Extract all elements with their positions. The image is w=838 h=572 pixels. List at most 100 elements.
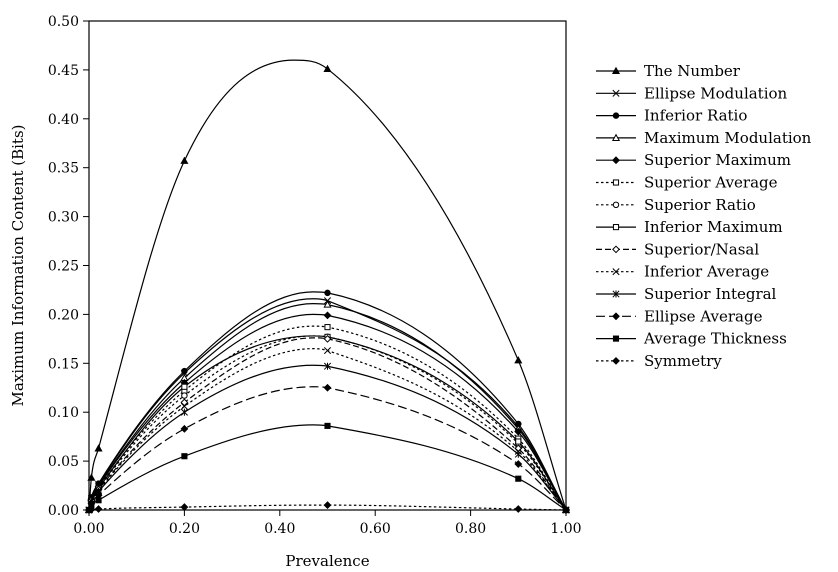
y-tick-label: 0.05 (48, 454, 79, 470)
series-line (88, 504, 567, 511)
marker-filled-diamond (514, 505, 523, 513)
marker-filled-diamond (323, 501, 332, 510)
x-tick-label: 0.40 (264, 521, 295, 537)
marker-star (514, 450, 522, 458)
marker-open-diamond (180, 398, 189, 407)
legend-label: Average Thickness (643, 330, 787, 348)
marker-filled-diamond (612, 312, 620, 321)
y-tick-label: 0.30 (48, 210, 79, 226)
series-line (88, 303, 567, 511)
series-symmetry (85, 501, 570, 514)
marker-filled-diamond (94, 505, 103, 513)
legend-label: Inferior Maximum (644, 218, 783, 236)
chart-series (84, 59, 571, 514)
series-line (88, 59, 567, 511)
marker-filled-diamond (323, 383, 332, 392)
legend-item: Average Thickness (596, 330, 787, 348)
marker-filled-triangle (94, 444, 103, 452)
marker-filled-triangle (180, 156, 189, 164)
marker-x (612, 89, 620, 97)
marker-filled-square (95, 497, 102, 504)
series-line (88, 325, 567, 511)
marker-filled-circle (612, 112, 620, 119)
series-line (88, 313, 567, 511)
marker-filled-diamond (180, 503, 189, 511)
marker-filled-square (324, 422, 331, 429)
marker-x (612, 268, 620, 276)
series-line (88, 424, 567, 511)
y-tick-label: 0.20 (48, 307, 79, 323)
marker-open-square (612, 179, 620, 186)
legend-item: Superior Maximum (596, 151, 791, 169)
marker-open-square (324, 324, 331, 331)
marker-filled-diamond (323, 311, 332, 320)
legend-item: Inferior Average (596, 263, 769, 281)
marker-filled-square (181, 453, 188, 460)
legend-item: Superior/Nasal (596, 240, 759, 258)
marker-filled-diamond (612, 156, 620, 165)
legend-item: Inferior Ratio (596, 107, 747, 125)
series-line (88, 335, 567, 511)
series-line (88, 291, 567, 511)
x-tick-label: 1.00 (550, 521, 581, 537)
chart-legend: The Number Ellipse Modulation Inferior Rat… (596, 62, 812, 370)
legend-label: Inferior Ratio (644, 107, 747, 125)
legend-item: Superior Ratio (596, 196, 756, 214)
marker-open-diamond (612, 245, 620, 254)
marker-x (180, 402, 188, 410)
series-line (88, 386, 567, 511)
x-tick-label: 0.20 (169, 521, 200, 537)
marker-open-square (181, 383, 188, 390)
y-tick-label: 0.10 (48, 405, 79, 421)
x-axis-label: Prevalence (285, 552, 369, 570)
series-line (88, 364, 567, 511)
y-tick-label: 0.25 (48, 259, 79, 275)
legend-item: Ellipse Average (596, 307, 763, 325)
marker-filled-diamond (87, 505, 96, 514)
marker-x (323, 347, 332, 355)
marker-filled-circle (181, 367, 188, 375)
y-tick-label: 0.35 (48, 161, 79, 177)
legend-item: Superior Average (596, 174, 778, 192)
legend-label: Symmetry (644, 352, 722, 370)
marker-star (612, 290, 620, 298)
legend-label: Superior Integral (644, 285, 777, 303)
marker-filled-square (612, 335, 620, 342)
marker-filled-diamond (514, 427, 523, 436)
marker-open-circle (612, 201, 620, 209)
marker-filled-diamond (562, 506, 570, 514)
legend-label: The Number (644, 62, 741, 80)
y-tick-label: 0.15 (48, 356, 79, 372)
marker-open-circle (181, 392, 188, 399)
legend-item: Superior Integral (596, 285, 777, 303)
marker-filled-diamond (612, 356, 620, 365)
chart-axes: 0.00 0.20 0.40 0.60 0.80 1.00 0.00 0.05 0.10 0.15… (48, 14, 582, 537)
series-ellipse-average (85, 383, 570, 514)
legend-item: Ellipse Modulation (596, 84, 788, 102)
legend-label: Superior Ratio (644, 196, 756, 214)
marker-open-square (612, 224, 620, 231)
series-line (88, 298, 567, 511)
legend-label: Ellipse Modulation (644, 84, 788, 102)
legend-label: Ellipse Average (644, 307, 763, 325)
marker-open-square (515, 438, 522, 445)
marker-filled-triangle (87, 473, 96, 481)
series-inferior-average (85, 347, 570, 514)
y-tick-label: 0.50 (48, 14, 79, 30)
legend-label: Maximum Modulation (644, 129, 812, 147)
legend-label: Superior Average (644, 174, 778, 192)
marker-filled-diamond (180, 424, 189, 433)
legend-item: Symmetry (596, 352, 722, 370)
x-tick-label: 0.80 (455, 521, 486, 537)
series-line (88, 337, 567, 511)
marker-filled-triangle (323, 64, 332, 72)
y-axis-label: Maximum Information Content (Bits) (9, 124, 27, 406)
marker-filled-circle (324, 289, 331, 297)
series-the-number (84, 59, 571, 514)
legend-label: Inferior Average (644, 263, 769, 281)
marker-star (323, 362, 332, 370)
marker-open-triangle (323, 300, 332, 308)
series-maximum-modulation (84, 300, 571, 514)
marker-filled-diamond (514, 460, 523, 468)
marker-star (180, 408, 188, 416)
